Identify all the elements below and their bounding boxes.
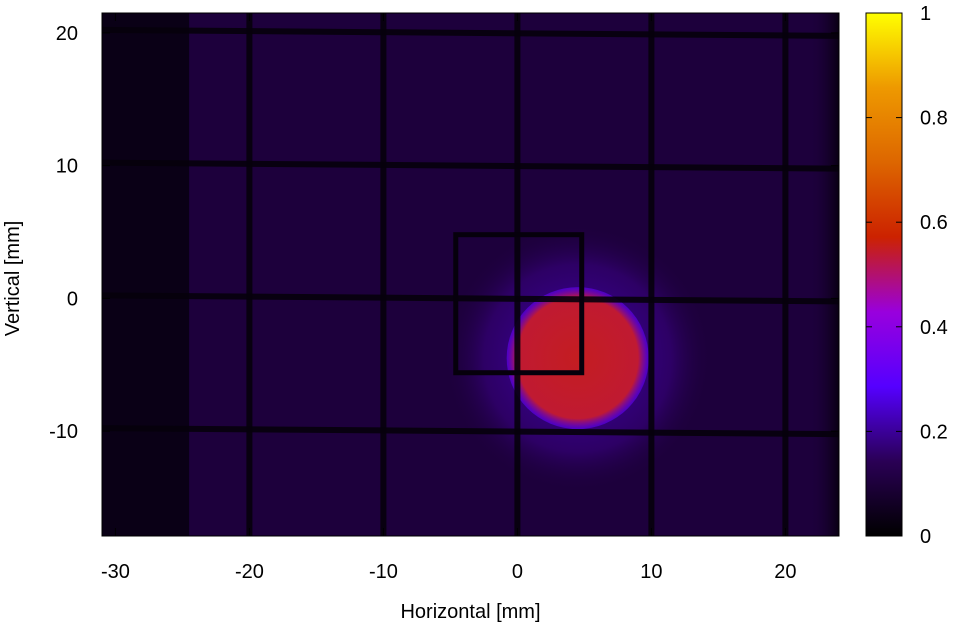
y-tick-label: 0 [67, 288, 78, 310]
x-tick-label: -10 [369, 561, 398, 583]
colorbar-tick-label: 1 [920, 3, 931, 25]
grid-line-horizontal [102, 292, 839, 305]
right-edge-shade [809, 13, 839, 536]
x-tick-label: -30 [101, 561, 130, 583]
heatmap-background [102, 13, 839, 536]
x-tick-label: 10 [640, 561, 662, 583]
x-tick-label: -20 [235, 561, 264, 583]
grid-line-horizontal [102, 26, 839, 39]
colorbar-tick-label: 0.4 [920, 317, 948, 339]
plot-border [101, 12, 840, 537]
x-axis-title: Horizontal [mm] [400, 601, 540, 623]
colorbar-tick-label: 0.2 [920, 421, 948, 443]
plot-area [102, 13, 839, 536]
colorbar-tick-label: 0 [920, 526, 931, 548]
x-axis-ticks: -30 -20 -10 0 10 20 [101, 13, 797, 583]
beam-spot [506, 287, 649, 430]
dark-edge-band [102, 13, 190, 536]
colorbar [865, 12, 903, 537]
y-tick-label: 20 [56, 23, 78, 45]
y-axis-title: Vertical [mm] [2, 221, 24, 337]
grid-shadow-lines [102, 13, 839, 536]
colorbar-ticks: 0 0.2 0.4 0.6 0.8 1 [866, 3, 948, 548]
x-tick-label: 0 [512, 561, 523, 583]
colorbar-tick-label: 0.6 [920, 212, 948, 234]
grid-line-horizontal [102, 159, 839, 172]
y-tick-label: 10 [56, 156, 78, 178]
y-axis-ticks: -10 0 10 20 [49, 23, 839, 443]
y-tick-label: -10 [49, 421, 78, 443]
colorbar-tick-label: 0.8 [920, 108, 948, 130]
grid-line-horizontal [102, 425, 839, 438]
square-frame [453, 232, 585, 376]
x-tick-label: 20 [774, 561, 796, 583]
